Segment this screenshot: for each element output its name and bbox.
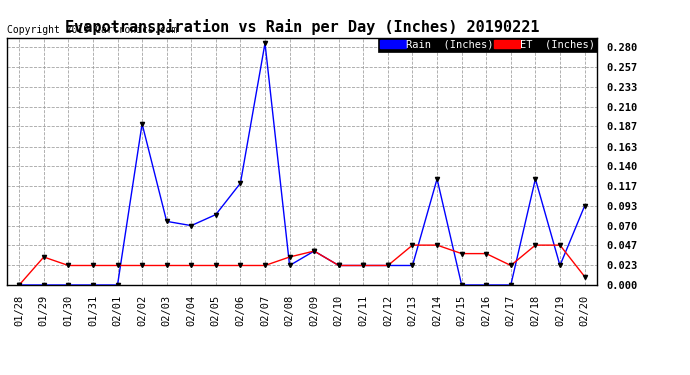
Title: Evapotranspiration vs Rain per Day (Inches) 20190221: Evapotranspiration vs Rain per Day (Inch… — [65, 19, 539, 35]
Text: Copyright 2019 Cartronics.com: Copyright 2019 Cartronics.com — [7, 25, 177, 35]
Legend: Rain  (Inches), ET  (Inches): Rain (Inches), ET (Inches) — [378, 38, 597, 52]
